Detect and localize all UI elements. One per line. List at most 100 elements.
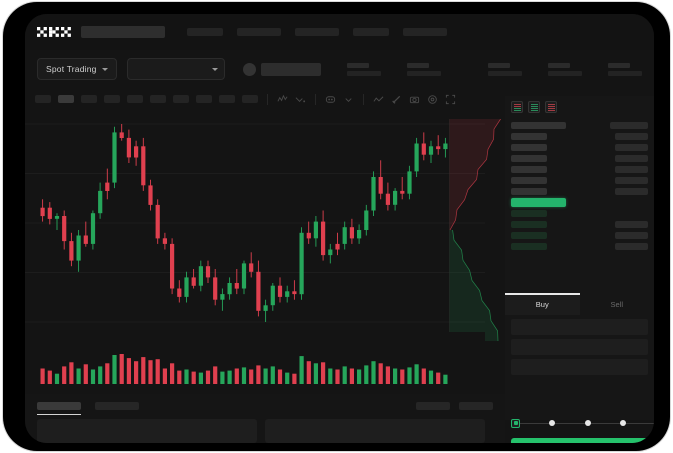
last-price-value [260,62,321,76]
orderbook-bids-icon[interactable] [528,101,540,113]
tab-sell[interactable]: Sell [579,293,654,315]
bottom-actions [416,402,493,410]
nav-item-1[interactable] [187,28,223,36]
camera-icon[interactable] [409,94,420,105]
slider-node-75[interactable] [619,420,626,426]
orderbook-header-row [511,120,648,131]
stat-block-4 [548,62,582,76]
bottom-content-panels [25,410,505,443]
orderbook-bid-row[interactable] [511,208,648,219]
search-input[interactable] [81,26,165,38]
template-icon[interactable] [325,94,336,105]
orderbook-last-price-row [511,197,648,208]
orderbook-bid-row[interactable] [511,230,648,241]
sub-toolbar: Spot Trading [25,50,654,88]
orderbook-bid-row[interactable] [511,241,648,252]
timeframe-button[interactable] [242,95,258,103]
header-nav [187,28,447,36]
toolbar-divider [363,93,364,105]
volume-histogram [25,332,485,394]
orderbook-ask-row[interactable] [511,164,648,175]
timeframe-button[interactable] [219,95,235,103]
fullscreen-icon[interactable] [445,94,456,105]
timeframe-button[interactable] [173,95,189,103]
order-price-field[interactable] [511,319,648,335]
bottom-panel [25,394,505,443]
timeframe-button-active[interactable] [58,95,74,103]
bottom-tabs [25,394,505,415]
place-order-button[interactable] [511,438,654,443]
chevron-down-icon[interactable] [343,94,354,105]
stat-block-5 [608,62,642,76]
chart-toolbar [25,88,485,110]
nav-item-3[interactable] [295,28,339,36]
stat-value [608,70,642,76]
order-total-field[interactable] [511,359,648,375]
stat-value [488,70,522,76]
orderbook-ask-row[interactable] [511,186,648,197]
nav-item-2[interactable] [237,28,281,36]
stat-label [488,62,510,68]
timeframe-button[interactable] [196,95,212,103]
orderbook-asks-icon[interactable] [545,101,557,113]
stat-block-1 [346,62,381,76]
timeframe-button[interactable] [104,95,120,103]
trading-mode-label: Spot Trading [46,64,97,74]
stat-value [346,70,381,76]
stat-label [406,62,429,68]
trading-mode-select[interactable]: Spot Trading [37,58,117,80]
timeframe-button[interactable] [81,95,97,103]
stat-label [346,62,369,68]
compare-icon[interactable] [295,94,306,105]
stat-label [608,62,630,68]
settings-icon[interactable] [427,94,438,105]
timeframe-button[interactable] [35,95,51,103]
tab-buy[interactable]: Buy [505,293,580,315]
nav-item-4[interactable] [353,28,389,36]
slider-node-25[interactable] [549,420,556,426]
toolbar-divider [267,93,268,105]
orderbook-ask-row[interactable] [511,142,648,153]
coin-avatar [242,62,256,76]
orderbook-both-icon[interactable] [511,101,523,113]
tab-buy-label: Buy [535,299,549,309]
orderbook-mode-group [505,96,654,117]
magnet-icon[interactable] [391,94,402,105]
line-chart-icon[interactable] [373,94,384,105]
timeframe-button[interactable] [127,95,143,103]
amount-percent-slider[interactable] [511,417,654,429]
stat-label [548,62,570,68]
chevron-down-icon [101,67,108,71]
pair-selector[interactable] [126,58,225,80]
bottom-action-2[interactable] [459,402,493,410]
bottom-action-1[interactable] [416,402,450,410]
okx-logo[interactable] [37,26,71,38]
timeframe-button[interactable] [150,95,166,103]
orderbook-bid-row[interactable] [511,219,648,230]
chevron-down-icon [211,67,218,71]
trade-side-tabs: Buy Sell [505,293,654,315]
tab-sell-label: Sell [610,299,623,309]
candlestick-chart[interactable] [25,110,485,332]
stat-block-3 [488,62,522,76]
nav-item-5[interactable] [403,28,447,36]
stat-value [548,70,582,76]
bottom-panel-left [37,419,257,443]
slider-handle[interactable] [511,418,520,428]
bottom-tab-2[interactable] [95,402,139,410]
orderbook-rows [505,117,654,252]
stat-value [406,70,441,76]
toolbar-divider [315,93,316,105]
orderbook-panel [505,96,654,293]
orderbook-ask-row[interactable] [511,153,648,164]
indicator-icon[interactable] [277,94,288,105]
orderbook-ask-row[interactable] [511,175,648,186]
bottom-panel-right [265,419,485,443]
bottom-tab-1[interactable] [37,402,81,415]
order-amount-field[interactable] [511,339,648,355]
slider-node-50[interactable] [584,420,591,426]
device-screen: Spot Trading [25,14,654,443]
order-form [505,315,654,420]
orderbook-ask-row[interactable] [511,131,648,142]
